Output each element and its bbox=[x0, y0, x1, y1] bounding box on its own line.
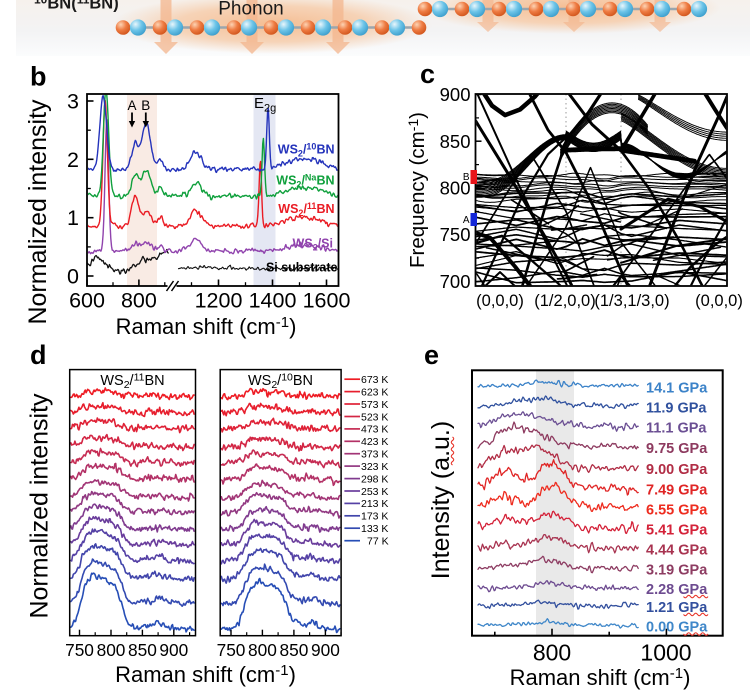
svg-text:Raman shift (cm-1): Raman shift (cm-1) bbox=[116, 314, 297, 339]
svg-text:800: 800 bbox=[533, 640, 571, 666]
svg-text:573 K: 573 K bbox=[361, 399, 388, 411]
svg-text:9.00 GPa: 9.00 GPa bbox=[646, 462, 708, 478]
svg-text:213 K: 213 K bbox=[361, 498, 388, 510]
svg-text:WS2/10BN: WS2/10BN bbox=[278, 142, 335, 159]
svg-text:77 K: 77 K bbox=[367, 536, 389, 548]
svg-text:1000: 1000 bbox=[640, 640, 691, 666]
svg-text:Raman shift (cm-1): Raman shift (cm-1) bbox=[115, 662, 296, 687]
svg-text:373 K: 373 K bbox=[361, 449, 388, 461]
svg-text:d: d bbox=[30, 340, 47, 370]
svg-text:Phonon: Phonon bbox=[218, 0, 284, 20]
svg-text:Frequency (cm-1): Frequency (cm-1) bbox=[405, 112, 429, 268]
svg-text:B: B bbox=[463, 172, 470, 183]
svg-text:10BN(11BN): 10BN(11BN) bbox=[34, 0, 119, 13]
svg-text:473 K: 473 K bbox=[361, 424, 388, 436]
svg-text:14.1 GPa: 14.1 GPa bbox=[646, 381, 708, 397]
svg-text:e: e bbox=[424, 340, 439, 370]
svg-text:2.28 GPa: 2.28 GPa bbox=[646, 582, 708, 598]
svg-text:11.1 GPa: 11.1 GPa bbox=[646, 421, 707, 437]
svg-text:9.75 GPa: 9.75 GPa bbox=[646, 441, 708, 457]
svg-text:A: A bbox=[127, 98, 136, 113]
svg-text:523 K: 523 K bbox=[361, 411, 388, 423]
svg-text:0.00 GPa: 0.00 GPa bbox=[646, 620, 708, 636]
svg-text:1: 1 bbox=[67, 206, 79, 230]
svg-text:1400: 1400 bbox=[249, 289, 297, 313]
svg-text:900: 900 bbox=[311, 640, 340, 660]
svg-text:WS2/10BN: WS2/10BN bbox=[248, 372, 313, 392]
svg-text:600: 600 bbox=[69, 289, 105, 313]
svg-text:Normalized intensity: Normalized intensity bbox=[24, 99, 52, 325]
svg-text:700: 700 bbox=[440, 271, 471, 292]
svg-text:800: 800 bbox=[97, 640, 126, 660]
svg-text:WS2/11BN: WS2/11BN bbox=[278, 201, 334, 218]
svg-text:Normalized intensity: Normalized intensity bbox=[26, 393, 54, 619]
svg-text:0: 0 bbox=[67, 265, 79, 289]
svg-text:(0,0,0): (0,0,0) bbox=[476, 292, 524, 310]
svg-text:900: 900 bbox=[440, 84, 471, 105]
svg-text:b: b bbox=[30, 62, 47, 92]
svg-text:(1/2,0,0): (1/2,0,0) bbox=[534, 292, 595, 310]
svg-text:623 K: 623 K bbox=[361, 386, 388, 398]
svg-text:c: c bbox=[420, 59, 435, 89]
svg-text:800: 800 bbox=[121, 289, 157, 313]
svg-text:850: 850 bbox=[279, 640, 308, 660]
svg-text:133 K: 133 K bbox=[361, 523, 388, 535]
svg-text:750: 750 bbox=[440, 224, 471, 245]
svg-text:173 K: 173 K bbox=[361, 511, 388, 523]
svg-text:WS2/11BN: WS2/11BN bbox=[100, 372, 164, 392]
svg-text:5.41 GPa: 5.41 GPa bbox=[646, 523, 708, 539]
svg-text:850: 850 bbox=[128, 640, 157, 660]
svg-text:6.55 GPa: 6.55 GPa bbox=[646, 502, 708, 518]
svg-text:WS2/Si: WS2/Si bbox=[293, 237, 333, 253]
svg-text:A: A bbox=[463, 215, 470, 226]
svg-text:3.19 GPa: 3.19 GPa bbox=[646, 563, 708, 579]
svg-text:B: B bbox=[141, 98, 150, 113]
svg-text:800: 800 bbox=[440, 178, 471, 199]
svg-text:900: 900 bbox=[159, 640, 188, 660]
svg-text:253 K: 253 K bbox=[361, 486, 388, 498]
svg-text:298 K: 298 K bbox=[361, 473, 388, 485]
svg-text:1600: 1600 bbox=[303, 289, 351, 313]
svg-text:Raman shift (cm-1): Raman shift (cm-1) bbox=[510, 665, 691, 690]
svg-text:673 K: 673 K bbox=[361, 374, 388, 386]
svg-text:(1/3,1/3,0): (1/3,1/3,0) bbox=[594, 292, 669, 310]
svg-text:7.49 GPa: 7.49 GPa bbox=[646, 482, 708, 498]
svg-text:Si substrate: Si substrate bbox=[266, 261, 338, 275]
svg-text:11.9 GPa: 11.9 GPa bbox=[646, 401, 707, 417]
svg-text:Intensity (a.u.): Intensity (a.u.) bbox=[427, 421, 455, 579]
svg-text:423 K: 423 K bbox=[361, 436, 388, 448]
svg-text:1.21 GPa: 1.21 GPa bbox=[646, 600, 708, 616]
svg-text:WS2/NaBN: WS2/NaBN bbox=[276, 173, 334, 190]
svg-text:750: 750 bbox=[65, 640, 94, 660]
svg-text:2: 2 bbox=[67, 148, 79, 172]
svg-text:750: 750 bbox=[217, 640, 246, 660]
svg-text:323 K: 323 K bbox=[361, 461, 388, 473]
svg-text:800: 800 bbox=[248, 640, 277, 660]
svg-text:3: 3 bbox=[67, 90, 79, 114]
svg-text:1200: 1200 bbox=[195, 289, 243, 313]
svg-text:4.44 GPa: 4.44 GPa bbox=[646, 543, 708, 559]
svg-text:(0,0,0): (0,0,0) bbox=[695, 292, 743, 310]
svg-text:850: 850 bbox=[440, 131, 471, 152]
